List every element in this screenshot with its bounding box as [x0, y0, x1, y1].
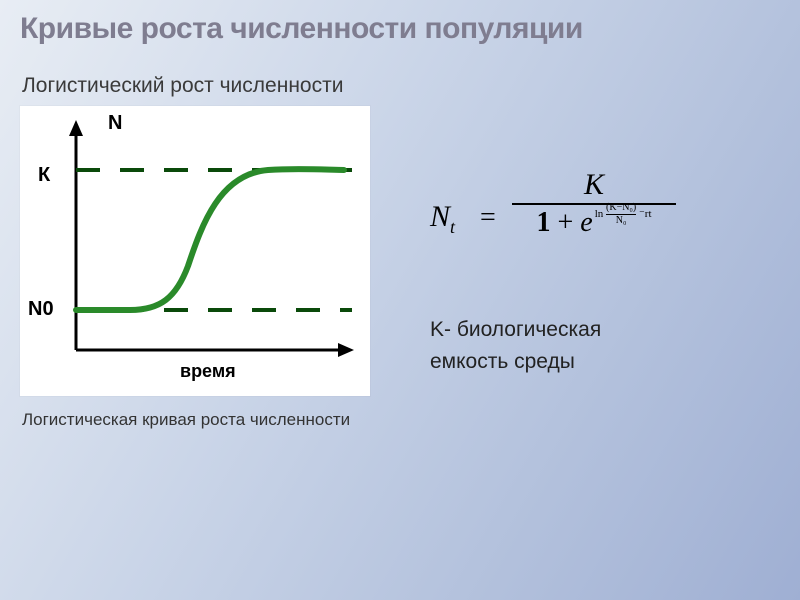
logistic-formula: Nt = K 1 + e ln (K−N₀) N₀: [430, 168, 750, 268]
chart-svg: [20, 106, 370, 396]
slide-subtitle: Логистический рост численности: [22, 74, 780, 98]
exp-fraction: (K−N₀) N₀: [606, 203, 636, 226]
formula-denominator: 1 + e ln (K−N₀) N₀ ⁻rt: [512, 207, 676, 243]
n0-label: N0: [28, 298, 54, 321]
logistic-curve: [76, 169, 344, 310]
formula-lhs-var: N: [430, 200, 450, 233]
formula-numerator: K: [512, 168, 676, 201]
formula-lhs: Nt: [430, 200, 455, 238]
k-description: K- биологическая емкость среды: [430, 314, 750, 377]
logistic-chart: N К N0 время: [20, 106, 370, 396]
k-desc-line1: K- биологическая: [430, 314, 750, 346]
exp-ln: ln: [595, 208, 604, 220]
right-column: Nt = K 1 + e ln (K−N₀) N₀: [430, 168, 750, 377]
exp-den: N₀: [606, 216, 636, 226]
slide-content: Кривые роста численности популяции Логис…: [0, 0, 800, 600]
den-one: 1: [536, 207, 550, 238]
y-axis-arrow: [69, 120, 83, 136]
x-axis-label: время: [180, 361, 236, 382]
formula-lhs-sub: t: [450, 217, 455, 237]
den-e: e: [580, 207, 592, 238]
y-axis-label: N: [108, 112, 122, 135]
chart-caption: Логистическая кривая роста численности: [22, 410, 780, 430]
formula-fraction: K 1 + e ln (K−N₀) N₀ ⁻rt: [512, 168, 676, 243]
exp-num: (K−N₀): [606, 203, 636, 213]
den-plus: +: [557, 207, 573, 238]
formula-equals: =: [480, 202, 496, 234]
den-exponent: ln (K−N₀) N₀ ⁻rt: [595, 203, 652, 226]
exp-tail: ⁻rt: [639, 208, 652, 220]
k-label: К: [38, 164, 50, 187]
x-axis-arrow: [338, 343, 354, 357]
slide-title: Кривые роста численности популяции: [20, 12, 780, 46]
k-desc-line2: емкость среды: [430, 346, 750, 378]
main-row: N К N0 время Nt = K 1 + e ln: [20, 106, 780, 396]
